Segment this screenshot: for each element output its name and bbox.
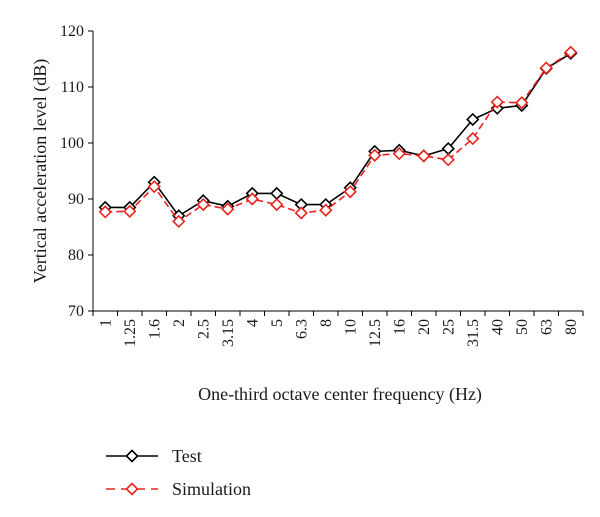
data-point-simulation bbox=[294, 206, 308, 220]
data-point-simulation bbox=[368, 148, 382, 162]
data-point-simulation bbox=[147, 180, 161, 194]
y-tick-label: 70 bbox=[68, 303, 84, 320]
legend-item-simulation: Simulation bbox=[106, 479, 251, 499]
data-point-simulation bbox=[441, 153, 455, 167]
series-simulation bbox=[98, 45, 578, 229]
legend-marker-simulation bbox=[125, 482, 139, 496]
data-point-simulation bbox=[221, 202, 235, 216]
data-point-simulation bbox=[270, 197, 284, 212]
x-tick-label: 1.6 bbox=[146, 319, 163, 339]
data-point-simulation bbox=[564, 45, 578, 59]
data-point-simulation bbox=[98, 205, 112, 219]
x-tick-label: 1.25 bbox=[122, 319, 139, 347]
x-axis-ticks: 1 1.25 1.6 2 2.5 3.15 4 5 6.3 8 10 12.5 16 20 25 31.5 40… bbox=[92, 311, 584, 347]
legend-label-simulation: Simulation bbox=[172, 479, 251, 499]
y-tick-label: 80 bbox=[68, 247, 84, 264]
data-point-test bbox=[466, 112, 480, 127]
x-tick-label: 1 bbox=[97, 319, 114, 327]
data-point-simulation bbox=[343, 185, 357, 199]
legend-marker-test bbox=[125, 449, 139, 463]
axes bbox=[92, 31, 583, 312]
data-point-simulation bbox=[490, 95, 504, 109]
data-point-simulation bbox=[123, 204, 137, 218]
series-test bbox=[98, 46, 578, 223]
x-tick-label: 6.3 bbox=[293, 319, 310, 339]
data-point-simulation bbox=[539, 61, 553, 75]
x-tick-label: 2 bbox=[171, 319, 188, 327]
data-point-simulation bbox=[172, 214, 186, 229]
x-tick-label: 12.5 bbox=[367, 319, 384, 347]
data-point-simulation bbox=[466, 131, 480, 146]
data-point-test bbox=[270, 186, 284, 201]
x-tick-label: 3.15 bbox=[220, 319, 237, 347]
x-tick-label: 20 bbox=[416, 319, 433, 335]
legend: Test Simulation bbox=[106, 446, 251, 499]
x-tick-label: 2.5 bbox=[195, 319, 212, 339]
data-point-simulation bbox=[392, 147, 406, 161]
y-tick-label: 90 bbox=[68, 191, 84, 208]
x-tick-label: 31.5 bbox=[465, 319, 482, 347]
y-axis-ticks: 70 80 90 100 110 120 bbox=[60, 23, 93, 320]
x-tick-label: 25 bbox=[440, 319, 457, 335]
legend-item-test: Test bbox=[106, 446, 202, 466]
x-tick-label: 63 bbox=[538, 319, 555, 335]
x-tick-label: 4 bbox=[244, 319, 261, 327]
y-tick-label: 120 bbox=[60, 23, 84, 40]
series-layer bbox=[98, 45, 578, 229]
x-tick-label: 5 bbox=[269, 319, 286, 327]
y-tick-label: 100 bbox=[60, 135, 84, 152]
y-axis-title: Vertical acceleration level (dB) bbox=[30, 59, 51, 283]
y-tick-label: 110 bbox=[61, 79, 84, 96]
data-point-simulation bbox=[515, 96, 529, 110]
x-tick-label: 40 bbox=[489, 319, 506, 335]
x-tick-label: 16 bbox=[391, 319, 408, 335]
x-tick-label: 80 bbox=[563, 319, 580, 335]
data-point-simulation bbox=[245, 192, 259, 206]
x-axis-title: One-third octave center frequency (Hz) bbox=[198, 384, 482, 405]
data-point-simulation bbox=[417, 149, 431, 163]
data-point-simulation bbox=[196, 197, 210, 212]
x-tick-label: 10 bbox=[342, 319, 359, 335]
x-tick-label: 8 bbox=[318, 319, 335, 327]
series-line-simulation bbox=[105, 51, 572, 223]
data-point-simulation bbox=[319, 203, 333, 217]
legend-label-test: Test bbox=[172, 446, 202, 466]
series-line-test bbox=[105, 52, 572, 217]
x-tick-label: 50 bbox=[514, 319, 531, 335]
